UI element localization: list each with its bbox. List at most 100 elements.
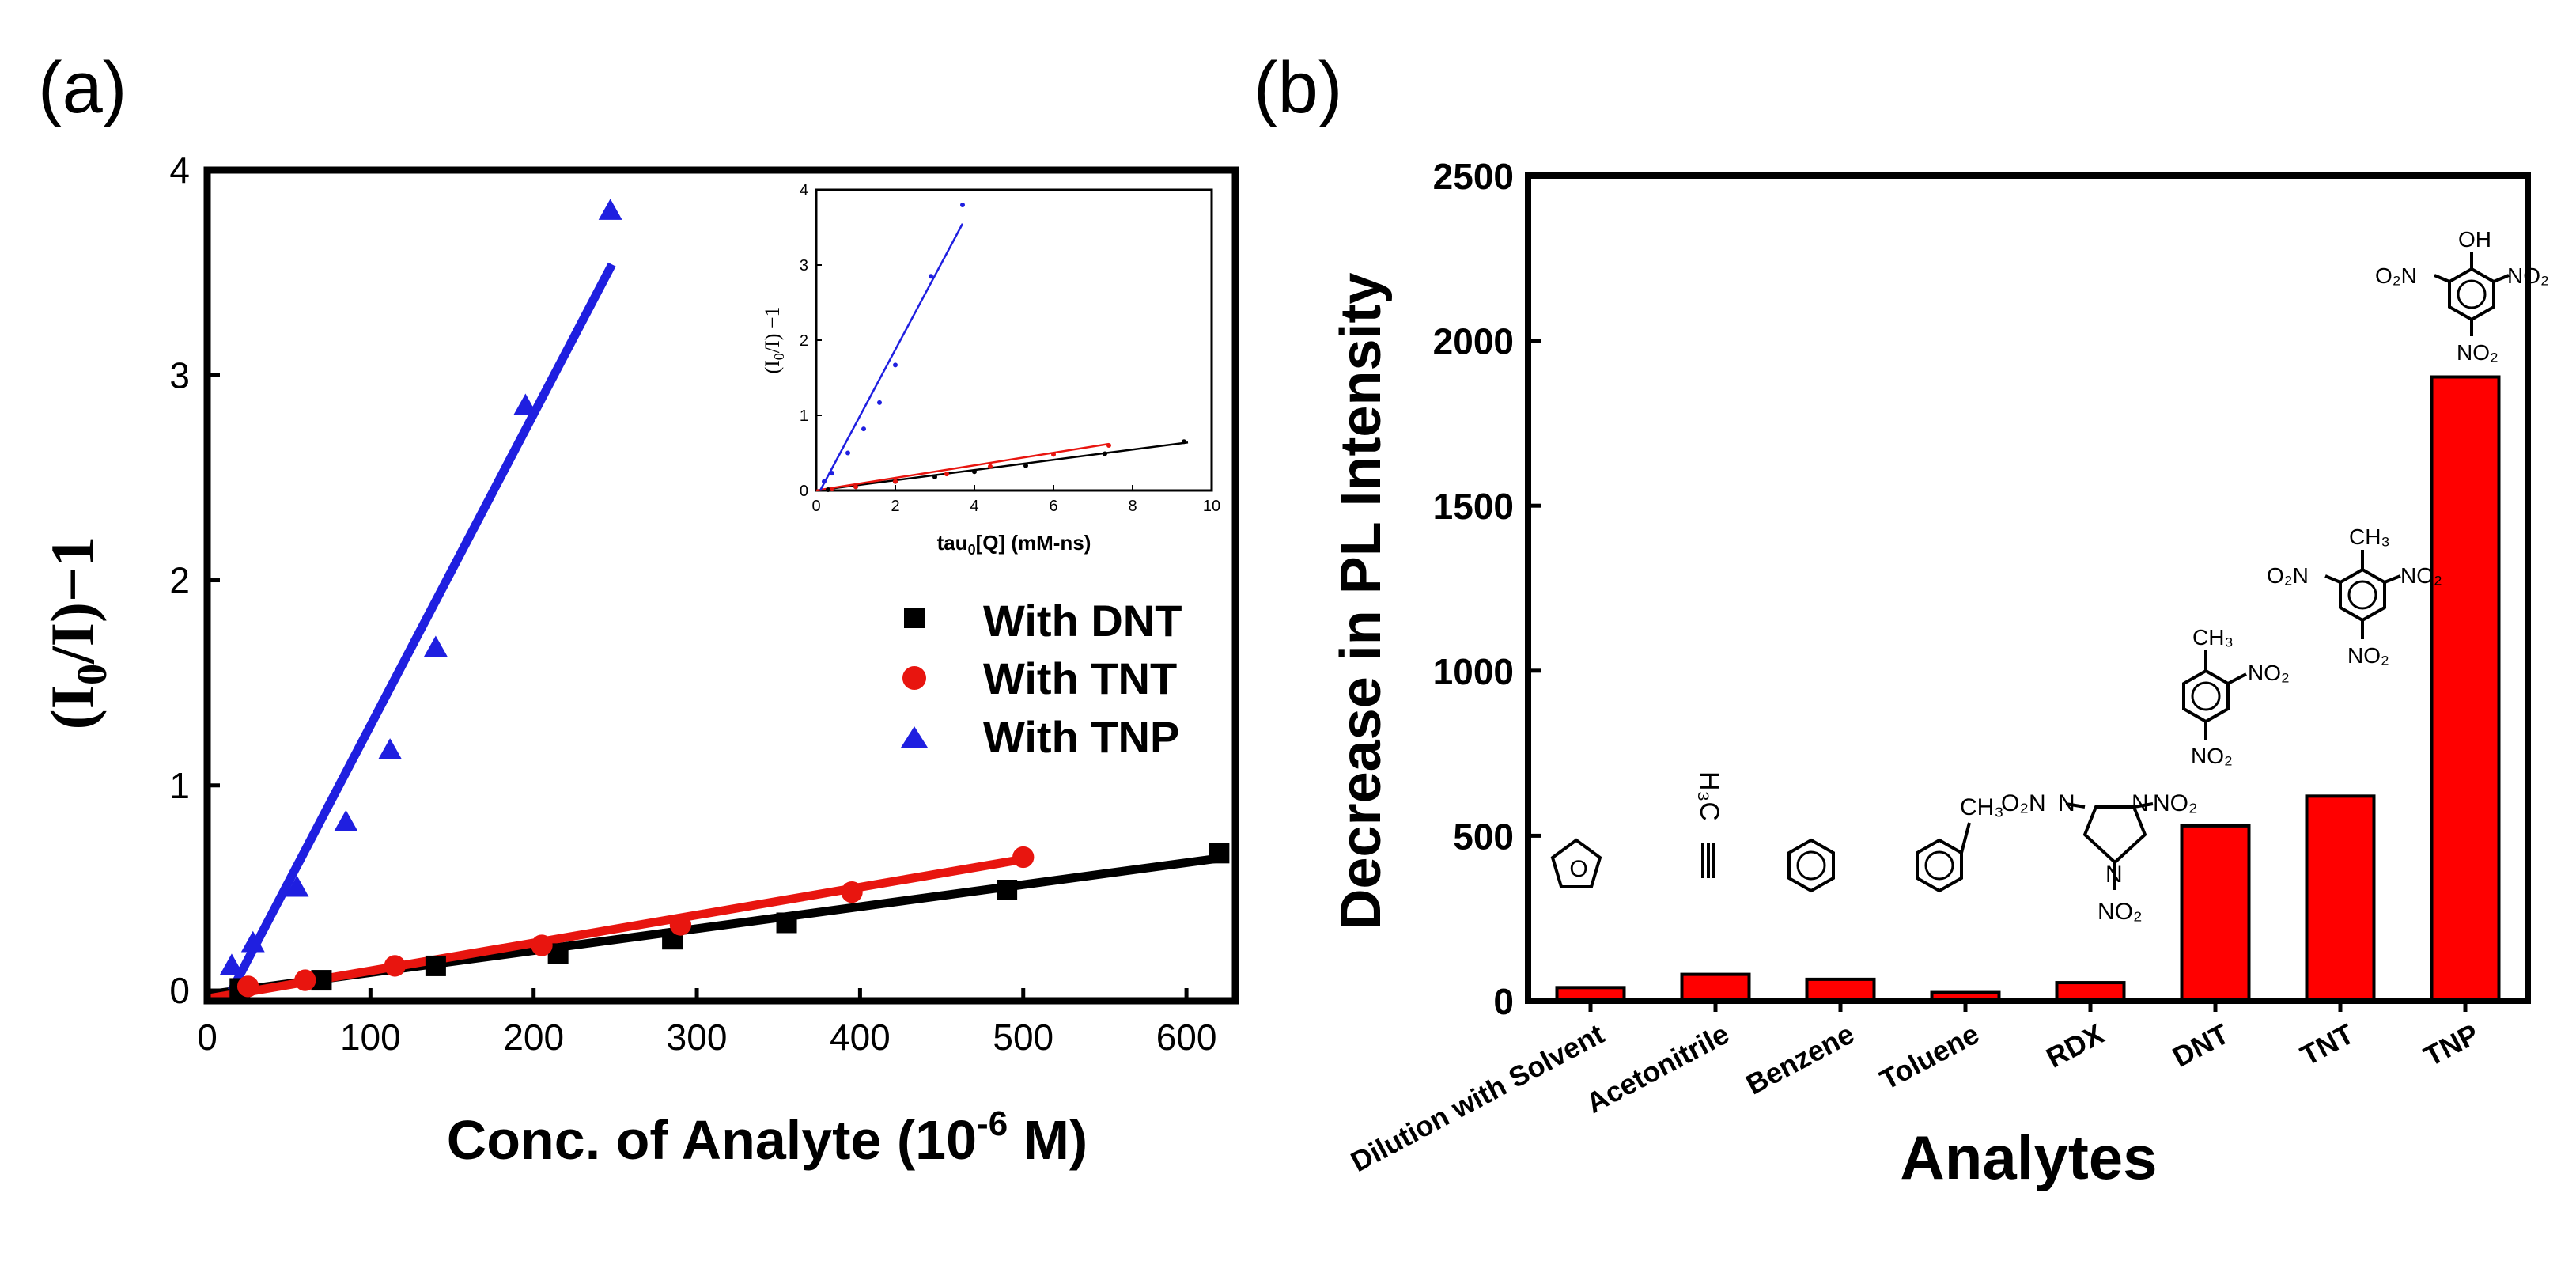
- point-with-tnp: [220, 953, 244, 975]
- a-fit-lines: [206, 262, 1228, 1003]
- chemical-structures: H₃C CH₃ O₂N: [1550, 227, 2549, 925]
- point-with-tnt: [236, 975, 259, 998]
- point-with-tnt: [294, 969, 316, 991]
- b-category-label: TNT: [2295, 1017, 2359, 1072]
- inset-xlabel-post: [Q] (mM-ns): [976, 531, 1091, 555]
- b-category-label: Toluene: [1874, 1017, 1984, 1096]
- b-category-label: Acetonitrile: [1581, 1017, 1734, 1119]
- legend-tnp-label: With TNP: [983, 712, 1179, 762]
- b-bars: [1555, 375, 2501, 1003]
- a-x-tick-label: 400: [830, 1017, 891, 1058]
- point-with-tnp: [334, 809, 358, 831]
- point-with-tnp: [378, 738, 403, 759]
- fit-line-with-tnt: [206, 854, 1024, 1003]
- inset-frame: [815, 188, 1213, 492]
- inset-point: [861, 426, 866, 432]
- b-plot-frame: [1525, 172, 2531, 1004]
- inset-ylabel-post: /I) −1: [761, 306, 784, 353]
- tnt-no2-bottom: NO₂: [2347, 643, 2389, 668]
- a-x-tick-label: 100: [340, 1017, 401, 1058]
- point-with-dnt: [425, 955, 446, 976]
- a-xlabel-main: Conc. of Analyte (10: [447, 1109, 977, 1171]
- tnt-no2-left: O₂N: [2267, 563, 2309, 588]
- a-x-tick-label: 500: [993, 1017, 1053, 1058]
- inset-fit-lines: [815, 223, 1189, 492]
- a-ylabel-post: /I)−1: [38, 536, 107, 665]
- inset-ylabel-pre: (I: [761, 360, 784, 373]
- point-with-tnp: [423, 635, 448, 657]
- inset-point: [893, 479, 898, 484]
- svg-text:O: O: [1569, 856, 1587, 882]
- a-ylabel-pre: (I: [38, 685, 107, 729]
- a-xlabel-exp: -6: [977, 1104, 1008, 1143]
- panel-a: (a) (I0/I)−1 Conc. of Analyte (10-6 M) 0…: [38, 47, 1239, 1171]
- inset-point: [1182, 439, 1186, 445]
- inset-x-tick-label: 0: [811, 498, 820, 515]
- a-x-tick-label: 600: [1156, 1017, 1217, 1058]
- point-with-tnp: [285, 875, 309, 897]
- a-y-tick-label: 0: [169, 970, 190, 1011]
- inset-point: [853, 484, 858, 490]
- b-category-label: TNP: [2419, 1017, 2484, 1073]
- tnp-oh-label: OH: [2458, 227, 2491, 252]
- a-x-tick-label: 300: [667, 1017, 728, 1058]
- tnt-no2-right: NO₂: [2400, 563, 2442, 588]
- b-y-axis-label: Decrease in PL Intensity: [1330, 272, 1393, 930]
- inset-x-tick-label: 10: [1203, 498, 1220, 515]
- inset-x-tick-label: 2: [891, 498, 899, 515]
- point-with-tnt: [841, 881, 863, 903]
- a-ylabel-sub: 0: [68, 664, 115, 685]
- a-data-points: [220, 199, 1230, 999]
- b-category-label: RDX: [2041, 1017, 2109, 1074]
- rdx-n2: N: [2132, 790, 2149, 816]
- fit-line-with-tnp: [228, 262, 616, 993]
- tnp-no2-right: NO₂: [2507, 263, 2549, 288]
- point-with-dnt: [997, 880, 1018, 900]
- dnt-no2-bottom: NO₂: [2191, 744, 2233, 768]
- panel-a-tag: (a): [38, 47, 127, 128]
- inset-y-tick-label: 3: [800, 257, 808, 275]
- bar-dnt: [2180, 824, 2251, 1003]
- dnt-ch3-label: CH₃: [2192, 625, 2234, 650]
- inset-point: [932, 474, 937, 479]
- a-xlabel-tail: M): [1008, 1109, 1088, 1171]
- inset-point: [1051, 452, 1056, 457]
- inset-point: [845, 450, 850, 456]
- b-x-axis-label: Analytes: [1900, 1123, 2157, 1192]
- inset-data-points: [822, 203, 1186, 493]
- b-ticks: 0 500 1000 1500 2000 2500: [1433, 156, 2468, 1022]
- tnt-structure: CH₃ O₂N NO₂ NO₂: [2267, 525, 2442, 668]
- a-legend: With DNT With TNT With TNP: [901, 596, 1182, 762]
- b-y-tick-label: 500: [1453, 816, 1514, 857]
- b-y-tick-label: 1000: [1433, 651, 1514, 692]
- a-x-tick-label: 0: [197, 1017, 218, 1058]
- point-with-tnp: [513, 393, 538, 415]
- inset-point: [929, 274, 933, 279]
- inset-point: [893, 362, 898, 368]
- b-y-tick-label: 2500: [1433, 156, 1514, 197]
- panel-b: (b) Decrease in PL Intensity Analytes 0 5…: [1254, 47, 2549, 1192]
- inset-point: [822, 479, 827, 484]
- bar-tnp: [2430, 375, 2501, 1002]
- inset-y-tick-label: 0: [800, 483, 808, 500]
- b-y-tick-label: 2000: [1433, 321, 1514, 362]
- point-with-tnt: [384, 955, 406, 977]
- thf-structure: [1550, 838, 1602, 888]
- inset-point: [830, 487, 834, 492]
- inset-point: [826, 487, 830, 493]
- legend-tnt-marker: [902, 666, 926, 690]
- inset-xlabel-sub: 0: [968, 542, 976, 558]
- b-y-tick-label: 0: [1493, 981, 1514, 1022]
- dnt-no2-right: NO₂: [2248, 661, 2290, 685]
- inset-point: [972, 469, 977, 475]
- inset-point: [830, 471, 834, 476]
- bar-benzene: [1805, 977, 1876, 1002]
- legend-tnp-marker: [901, 726, 928, 748]
- b-y-tick-label: 1500: [1433, 486, 1514, 527]
- inset-xlabel-pre: tau: [937, 531, 968, 555]
- legend-tnt-label: With TNT: [983, 653, 1177, 703]
- a-y-tick-label: 3: [169, 354, 190, 396]
- toluene-ch3-label: CH₃: [1960, 794, 2004, 820]
